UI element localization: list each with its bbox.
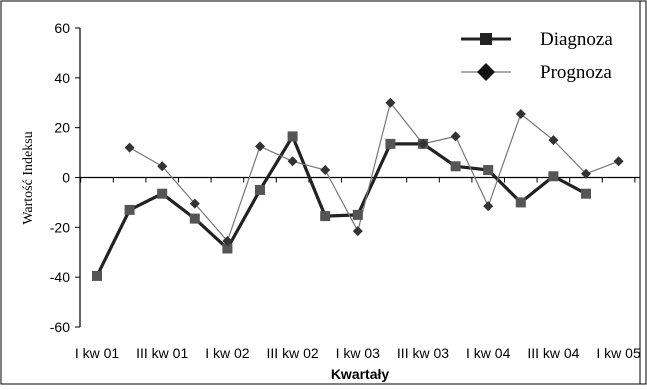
x-tick-label: III kw 02 — [267, 345, 319, 361]
legend-marker-prognoza — [477, 63, 495, 81]
point-prognoza — [483, 201, 494, 212]
point-prognoza — [613, 156, 624, 167]
point-diagnoza — [255, 184, 265, 195]
y-tick-label: 40 — [54, 70, 70, 86]
point-diagnoza — [450, 161, 461, 172]
point-diagnoza — [548, 171, 559, 182]
point-diagnoza — [157, 188, 168, 199]
point-prognoza — [320, 165, 331, 176]
y-tick-label: -40 — [50, 269, 70, 285]
point-diagnoza — [222, 243, 233, 254]
point-diagnoza — [515, 197, 526, 208]
point-prognoza — [352, 226, 363, 237]
x-axis-title: Kwartały — [331, 366, 390, 382]
point-prognoza — [385, 97, 396, 108]
point-prognoza — [157, 161, 168, 172]
y-tick-label: 20 — [54, 120, 70, 136]
x-tick-label: I kw 05 — [596, 345, 641, 361]
x-tick-label: III kw 04 — [527, 345, 579, 361]
x-tick-label: I kw 03 — [336, 345, 381, 361]
point-diagnoza — [92, 270, 102, 281]
x-tick-label: III kw 03 — [397, 345, 449, 361]
point-prognoza — [124, 142, 135, 153]
point-diagnoza — [287, 131, 298, 142]
legend-item-prognoza: Prognoza — [461, 62, 612, 83]
point-prognoza — [287, 156, 298, 167]
point-prognoza — [548, 135, 559, 146]
legend-label-diagnoza: Diagnoza — [540, 29, 613, 50]
point-diagnoza — [352, 209, 363, 220]
series-markers — [92, 97, 624, 281]
y-tick-label: -60 — [50, 319, 70, 335]
point-diagnoza — [124, 204, 135, 215]
x-tick-label: I kw 01 — [75, 345, 120, 361]
x-tick-label: I kw 02 — [205, 345, 250, 361]
point-prognoza — [515, 108, 526, 119]
point-prognoza — [450, 131, 461, 142]
series-lines — [95, 102, 619, 277]
x-tick-label: I kw 04 — [466, 345, 511, 361]
x-tick-label: III kw 01 — [136, 345, 188, 361]
point-prognoza — [418, 138, 428, 149]
legend-item-diagnoza: Diagnoza — [461, 29, 613, 50]
y-tick-label: 0 — [62, 170, 70, 186]
point-prognoza — [222, 236, 233, 247]
point-diagnoza — [483, 165, 494, 176]
y-tick-label: -20 — [50, 219, 70, 235]
y-axis-title: Wartość Indeksu — [21, 131, 36, 224]
point-prognoza — [255, 141, 265, 152]
series-line-prognoza — [129, 102, 619, 242]
point-diagnoza — [320, 211, 331, 222]
point-diagnoza — [581, 188, 591, 199]
legend-marker-diagnoza — [480, 33, 492, 45]
point-prognoza — [189, 198, 200, 209]
legend-label-prognoza: Prognoza — [540, 62, 612, 83]
series-line-diagnoza — [95, 134, 587, 277]
legend: Diagnoza Prognoza — [461, 29, 613, 83]
point-diagnoza — [385, 138, 396, 149]
y-tick-label: 60 — [54, 20, 70, 36]
point-diagnoza — [189, 213, 200, 224]
point-prognoza — [581, 168, 591, 179]
